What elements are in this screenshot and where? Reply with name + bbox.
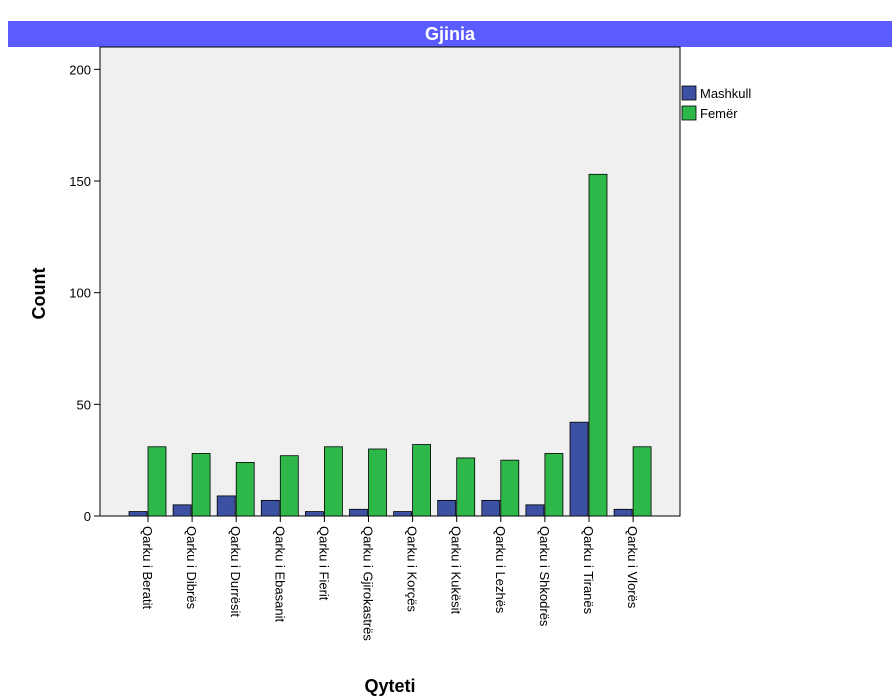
- y-tick-label-4: 200: [69, 62, 91, 77]
- x-axis: Qarku i Beratit Qarku i Dibrës Qarku i Dur…: [140, 516, 640, 641]
- legend: Mashkull Femër: [681, 85, 751, 121]
- x-category-label-1: Qarku i Dibrës: [184, 526, 199, 610]
- legend-swatch-0: [681, 85, 697, 101]
- bar-mashkull-1: [172, 504, 192, 517]
- bar-femer-3: [279, 455, 299, 517]
- x-axis-title: Qyteti: [364, 676, 415, 696]
- y-tick-label-3: 150: [69, 174, 91, 189]
- x-category-label-2: Qarku i Durrësit: [228, 526, 243, 617]
- bar-femer-7: [456, 457, 476, 517]
- legend-swatch-1: [681, 105, 697, 121]
- bar-femer-2: [235, 461, 255, 517]
- bar-mashkull-5: [349, 508, 368, 517]
- bar-mashkull-7: [437, 499, 457, 517]
- x-category-label-6: Qarku i Korçës: [405, 526, 420, 612]
- x-category-label-5: Qarku i Gjirokastrës: [361, 526, 376, 641]
- bar-mashkull-10: [569, 421, 589, 517]
- bar-femer-1: [191, 453, 211, 517]
- bar-femer-10: [588, 173, 608, 517]
- bar-femer-6: [412, 444, 432, 517]
- bar-mashkull-11: [613, 508, 633, 517]
- x-category-label-11: Qarku i Vlorës: [625, 526, 640, 609]
- bar-mashkull-0: [128, 511, 148, 517]
- y-axis: 0 50 100 150 200: [69, 62, 100, 524]
- bar-femer-8: [500, 459, 520, 517]
- bar-femer-9: [544, 453, 564, 517]
- chart-title: Gjinia: [8, 21, 892, 47]
- bar-femer-4: [323, 446, 343, 517]
- x-category-label-8: Qarku i Lezhës: [493, 526, 508, 614]
- x-category-label-4: Qarku i Fierit: [316, 526, 331, 601]
- bar-femer-5: [368, 448, 387, 517]
- y-tick-label-1: 50: [77, 397, 91, 412]
- bar-mashkull-8: [481, 499, 501, 517]
- y-axis-title: Count: [29, 268, 49, 320]
- y-tick-label-2: 100: [69, 286, 91, 301]
- bar-femer-0: [147, 446, 167, 517]
- legend-label-1: Femër: [700, 106, 738, 121]
- bars-group: [128, 173, 652, 517]
- bar-mashkull-9: [525, 504, 545, 517]
- bar-mashkull-2: [216, 495, 236, 517]
- bar-femer-11: [632, 446, 652, 517]
- x-category-label-9: Qarku i Shkodrës: [537, 526, 552, 627]
- y-tick-label-0: 0: [84, 509, 91, 524]
- x-category-label-10: Qarku i Tiranës: [581, 526, 596, 615]
- x-category-label-7: Qarku i Kukësit: [449, 526, 464, 615]
- x-category-label-3: Qarku i Ebasanit: [272, 526, 287, 622]
- bar-mashkull-6: [393, 511, 413, 517]
- bar-mashkull-4: [304, 511, 324, 517]
- bar-mashkull-3: [260, 499, 280, 517]
- x-category-label-0: Qarku i Beratit: [140, 526, 155, 609]
- legend-label-0: Mashkull: [700, 86, 751, 101]
